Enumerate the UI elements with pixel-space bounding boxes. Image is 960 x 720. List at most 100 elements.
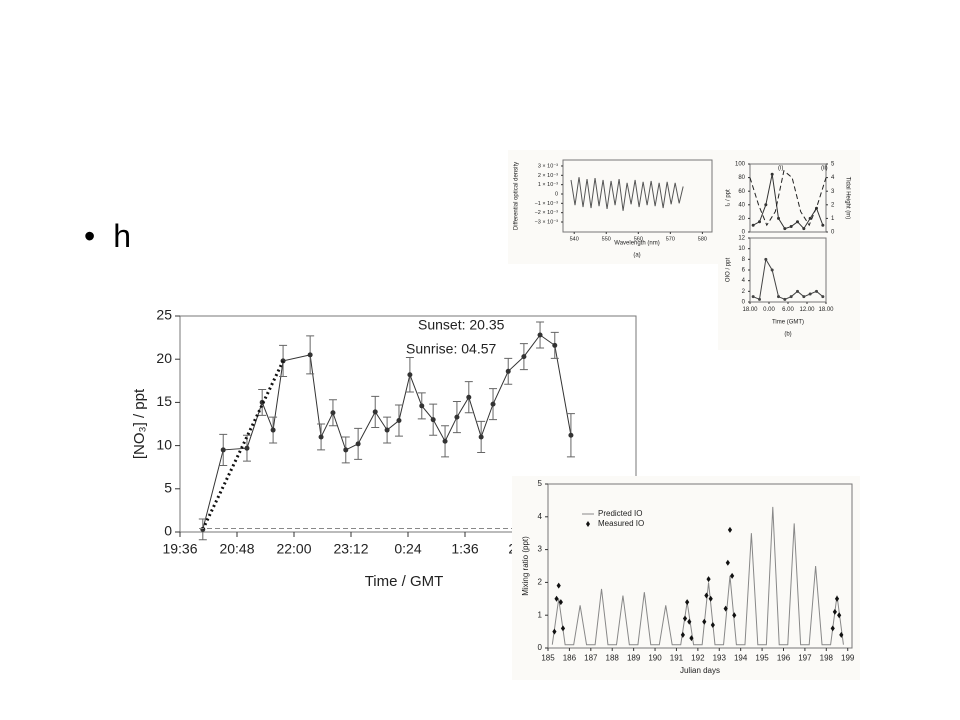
data-point xyxy=(430,417,436,423)
y-tick-label: 4 xyxy=(742,278,746,284)
y-tick-label: 20 xyxy=(738,216,745,222)
data-point xyxy=(708,595,713,602)
y-tick-label: 0 xyxy=(538,643,543,652)
y-tick-label: 0 xyxy=(555,191,558,197)
y-tick-label: 100 xyxy=(735,162,746,168)
y-tick-label: 60 xyxy=(738,189,745,195)
data-point xyxy=(758,220,761,224)
x-tick-label: 0.00 xyxy=(763,307,775,313)
x-tick-label: 580 xyxy=(698,236,707,242)
x-tick-label: 199 xyxy=(841,653,855,662)
x-tick-label: 1:36 xyxy=(451,540,478,556)
x-tick-label: 191 xyxy=(670,653,684,662)
bullet-item: • h xyxy=(84,218,131,254)
data-point xyxy=(396,418,402,424)
data-point xyxy=(556,582,561,589)
chart-background xyxy=(508,150,718,264)
x-tick-label: 198 xyxy=(820,653,834,662)
x-tick-label: 6.00 xyxy=(782,307,794,313)
x-tick-label: 18.00 xyxy=(818,307,834,313)
data-point xyxy=(687,618,692,625)
y-tick-label: 2 xyxy=(538,578,543,587)
data-point xyxy=(521,354,527,360)
x-tick-label: 12.00 xyxy=(799,307,815,313)
data-point xyxy=(832,608,837,615)
data-point xyxy=(758,297,761,301)
annotation: (i) xyxy=(778,166,783,172)
plot-frame xyxy=(547,483,853,649)
x-tick-label: 20:48 xyxy=(219,540,254,556)
data-point xyxy=(318,434,324,440)
data-point xyxy=(706,576,711,583)
y-tick-label: 10 xyxy=(738,246,745,252)
data-point xyxy=(442,438,448,444)
data-point xyxy=(830,625,835,632)
data-point xyxy=(723,605,728,612)
data-point xyxy=(466,394,472,400)
x-tick-label: 193 xyxy=(713,653,727,662)
data-point xyxy=(307,352,313,358)
data-point xyxy=(680,631,685,638)
x-tick-label: 192 xyxy=(691,653,705,662)
x-tick-label: 560 xyxy=(634,236,643,242)
x-axis-label: Time / GMT xyxy=(365,573,444,590)
data-point xyxy=(419,403,425,409)
caption: (a) xyxy=(633,253,640,259)
annotation: (ii) xyxy=(821,166,828,172)
data-point xyxy=(808,216,812,220)
chart-background xyxy=(718,150,860,350)
y-axis-label: Differential optical density xyxy=(514,162,520,230)
data-point xyxy=(220,447,226,453)
plot-frame xyxy=(562,159,713,233)
y-tick-label: 80 xyxy=(738,175,745,181)
x-tick-label: 196 xyxy=(777,653,791,662)
y-tick-label: 8 xyxy=(742,257,746,263)
data-point xyxy=(355,441,361,447)
data-point xyxy=(808,292,812,296)
data-point xyxy=(554,595,559,602)
data-point xyxy=(704,592,709,599)
data-point xyxy=(732,612,737,619)
data-point xyxy=(837,612,842,619)
data-point xyxy=(343,447,349,453)
data-point xyxy=(478,434,484,440)
data-point xyxy=(751,223,755,227)
y-axis-label: OIO / ppt xyxy=(726,257,732,282)
x-tick-label: 187 xyxy=(584,653,598,662)
data-point xyxy=(802,227,806,231)
y-axis-label: [NO₃] / ppt xyxy=(131,388,148,459)
data-point xyxy=(560,625,566,632)
x-tick-label: 185 xyxy=(541,653,555,662)
y-tick-label: 5 xyxy=(538,479,543,488)
x-tick-label: 188 xyxy=(606,653,620,662)
y2-axis-label: Tidal Height (m) xyxy=(844,177,850,219)
data-point xyxy=(789,295,793,299)
y-tick-label: 3 xyxy=(538,545,543,554)
x-tick-label: 190 xyxy=(648,653,662,662)
x-tick-label: 0:24 xyxy=(394,540,421,556)
annotation: Sunset: 20.35 xyxy=(418,317,505,333)
y-tick-label: 2 xyxy=(742,289,746,295)
y-tick-label: 10 xyxy=(156,436,172,452)
data-point xyxy=(777,216,780,220)
data-point xyxy=(552,628,557,635)
y-tick-label: 15 xyxy=(156,393,172,409)
x-tick-label: 18.00 xyxy=(742,307,758,313)
x-axis-label: Wavelength (nm) xyxy=(614,241,659,247)
y2-tick-label: 5 xyxy=(831,162,835,168)
y-tick-label: 1 × 10⁻³ xyxy=(538,182,558,188)
y2-tick-label: 0 xyxy=(831,230,835,236)
x-tick-label: 186 xyxy=(563,653,577,662)
chart-background xyxy=(512,476,860,680)
data-point xyxy=(821,223,825,227)
data-point xyxy=(725,559,730,566)
legend-label: Predicted IO xyxy=(598,509,642,518)
series-line xyxy=(752,174,824,230)
data-point xyxy=(689,635,694,642)
x-tick-label: 540 xyxy=(570,236,579,242)
data-point xyxy=(834,595,840,602)
x-tick-label: 22:00 xyxy=(276,540,311,556)
y-tick-label: 0 xyxy=(742,300,746,306)
annotation: Sunrise: 04.57 xyxy=(406,341,496,357)
series-line xyxy=(201,360,285,531)
